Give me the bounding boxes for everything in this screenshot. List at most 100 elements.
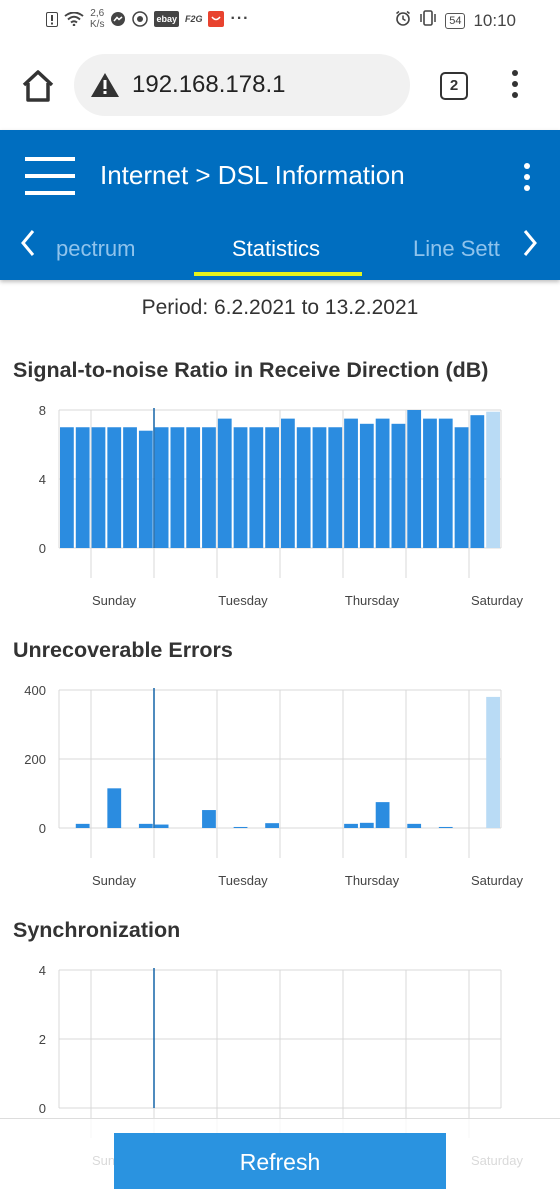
status-bar: 2,6 K/s ebay F2G ··· 54 10:10 bbox=[0, 0, 560, 42]
ebay-icon: ebay bbox=[154, 11, 179, 27]
chart-bar bbox=[438, 826, 453, 828]
x-tick-label: Sunday bbox=[92, 873, 137, 888]
x-tick-label: Sunday bbox=[92, 593, 137, 608]
chart-bar bbox=[123, 427, 137, 548]
y-tick-label: 400 bbox=[24, 683, 46, 698]
network-speed: 2,6 K/s bbox=[90, 8, 104, 30]
chart-bar bbox=[91, 427, 106, 548]
chart-bar bbox=[265, 823, 279, 828]
chart-bar bbox=[359, 423, 374, 548]
refresh-button[interactable]: Refresh bbox=[114, 1133, 446, 1189]
x-tick-label: Tuesday bbox=[218, 593, 268, 608]
errors-chart-svg: 0 200 400 Sunday Tuesday Thursday Saturday bbox=[24, 683, 524, 888]
chart-bar bbox=[328, 427, 343, 548]
x-tick-label: Tuesday bbox=[218, 873, 268, 888]
y-tick-label: 0 bbox=[39, 1101, 46, 1116]
f2g-icon: F2G bbox=[184, 14, 203, 24]
x-tick-label: Thursday bbox=[345, 593, 400, 608]
vibrate-icon bbox=[419, 10, 437, 31]
tab-statistics[interactable]: Statistics bbox=[232, 236, 321, 261]
y-tick-label: 8 bbox=[39, 403, 46, 418]
period-label: Period: 6.2.2021 to 13.2.2021 bbox=[141, 296, 419, 319]
address-bar[interactable]: 192.168.178.1 bbox=[74, 54, 410, 116]
chart-bar bbox=[281, 418, 295, 548]
overflow-menu-icon[interactable] bbox=[522, 163, 532, 196]
tab-bar: pectrum Statistics Line Sett bbox=[0, 218, 560, 280]
x-tick-label: Saturday bbox=[471, 873, 524, 888]
chart-bar bbox=[186, 427, 201, 548]
speed-unit: K/s bbox=[90, 19, 105, 30]
chart-bar bbox=[407, 410, 422, 548]
warning-icon bbox=[90, 72, 120, 103]
url-text[interactable]: 192.168.178.1 bbox=[132, 71, 286, 98]
chart-bar bbox=[407, 823, 422, 828]
chart-bar bbox=[107, 427, 122, 548]
tab-scroll-right-icon[interactable] bbox=[520, 228, 544, 258]
chart-bar bbox=[60, 427, 74, 548]
browser-menu-icon[interactable] bbox=[505, 70, 525, 102]
y-tick-label: 2 bbox=[39, 1032, 46, 1047]
chart-title-errors: Unrecoverable Errors bbox=[13, 638, 233, 662]
status-right: 54 10:10 bbox=[395, 10, 516, 31]
chart-bar bbox=[138, 823, 153, 828]
chart-bar bbox=[454, 427, 469, 548]
chart-bar bbox=[486, 411, 500, 548]
page-title: Internet > DSL Information bbox=[100, 160, 405, 190]
tab-line-settings[interactable]: Line Sett bbox=[413, 236, 500, 261]
battery-indicator: 54 bbox=[445, 12, 466, 29]
chart-bar bbox=[154, 824, 169, 828]
tab-spectrum[interactable]: pectrum bbox=[56, 236, 136, 261]
chart-bar bbox=[202, 810, 216, 828]
chart-bar bbox=[375, 802, 390, 828]
y-tick-label: 200 bbox=[24, 752, 46, 767]
status-time: 10:10 bbox=[473, 10, 516, 30]
status-left: 2,6 K/s ebay F2G ··· bbox=[46, 8, 249, 30]
chart-bar bbox=[154, 427, 169, 548]
chart-bar bbox=[233, 826, 248, 828]
x-tick-label: Thursday bbox=[345, 873, 400, 888]
footer-bar: Refresh bbox=[0, 1118, 560, 1201]
chart-bar bbox=[438, 418, 453, 548]
chart-bar bbox=[423, 418, 437, 548]
messenger-icon bbox=[110, 11, 126, 27]
chart-bar bbox=[202, 427, 216, 548]
app-header: Internet > DSL Information pectrum Stati… bbox=[0, 130, 560, 280]
chart-bar bbox=[249, 427, 264, 548]
chart-bar bbox=[170, 427, 185, 548]
active-tab-indicator bbox=[194, 272, 362, 276]
chart-snr: 0 4 8 Sunday Tuesday Thursday Saturday bbox=[0, 398, 560, 614]
chart-bar bbox=[486, 696, 500, 828]
hamburger-menu-icon[interactable] bbox=[25, 157, 75, 195]
chart-bar bbox=[391, 423, 406, 548]
chart-bar bbox=[375, 418, 390, 548]
chart-bar bbox=[344, 823, 358, 828]
app-icon bbox=[132, 11, 149, 27]
chart-bar bbox=[217, 418, 232, 548]
chart-bar bbox=[75, 823, 90, 828]
chart-title-sync: Synchronization bbox=[13, 918, 181, 942]
speed-value: 2,6 bbox=[90, 8, 105, 19]
y-tick-label: 4 bbox=[39, 963, 46, 978]
chart-bar bbox=[296, 427, 311, 548]
home-icon bbox=[22, 70, 54, 102]
chart-bar bbox=[233, 427, 248, 548]
more-notifications-icon: ··· bbox=[230, 10, 250, 27]
home-button[interactable] bbox=[18, 66, 58, 106]
alarm-icon bbox=[395, 10, 411, 31]
chart-bar bbox=[107, 788, 122, 828]
chart-bar bbox=[344, 418, 358, 548]
chart-title-snr: Signal-to-noise Ratio in Receive Directi… bbox=[13, 358, 489, 382]
browser-toolbar: 192.168.178.1 2 bbox=[0, 42, 560, 130]
chart-bar bbox=[359, 822, 374, 828]
chart-errors: 0 200 400 Sunday Tuesday Thursday Saturday bbox=[0, 678, 560, 894]
tab-scroll-left-icon[interactable] bbox=[18, 228, 42, 258]
chart-bar bbox=[312, 427, 327, 548]
y-tick-label: 0 bbox=[39, 821, 46, 836]
snr-chart-svg: 0 4 8 Sunday Tuesday Thursday Saturday bbox=[39, 403, 524, 608]
alert-icon bbox=[46, 11, 58, 27]
chart-bar bbox=[265, 427, 279, 548]
aliexpress-icon bbox=[208, 11, 225, 27]
chart-bar bbox=[75, 427, 90, 548]
tab-switcher-button[interactable]: 2 bbox=[440, 72, 468, 100]
x-tick-label: Saturday bbox=[471, 593, 524, 608]
